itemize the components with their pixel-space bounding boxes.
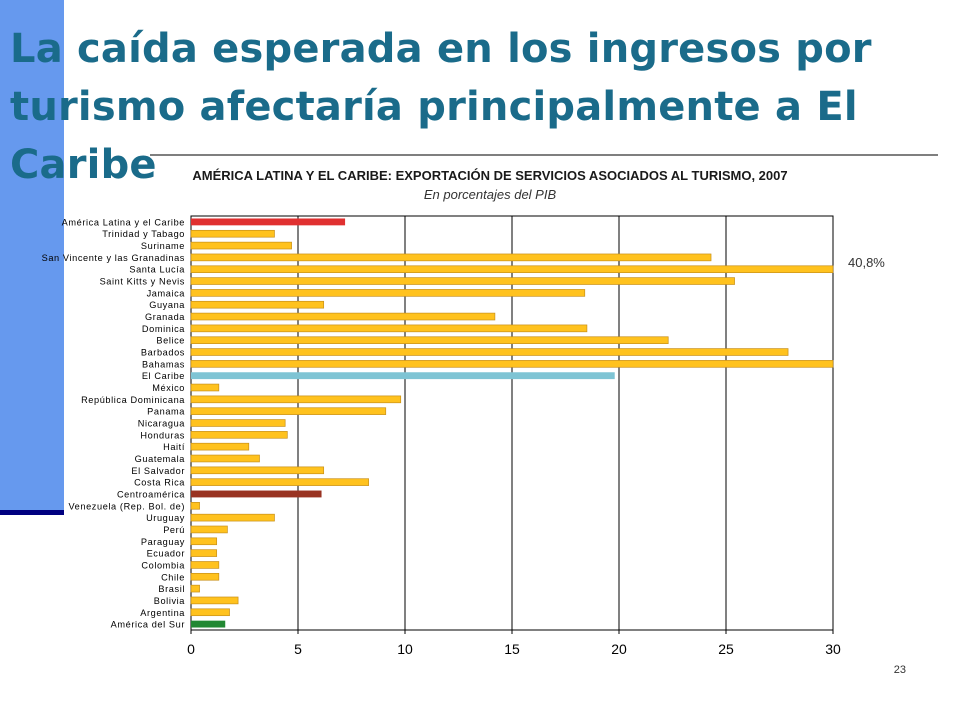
bar	[190, 383, 220, 392]
category-label: Centroamérica	[117, 489, 185, 499]
category-label: Bahamas	[142, 359, 185, 369]
bar	[190, 324, 588, 333]
category-label: Chile	[161, 572, 185, 582]
x-tick-label: 25	[718, 641, 734, 657]
x-tick-label: 15	[504, 641, 520, 657]
bar	[190, 419, 286, 427]
bar	[191, 620, 226, 628]
bar	[190, 454, 260, 463]
category-label: Guatemala	[135, 454, 186, 464]
bar	[190, 241, 292, 250]
bar	[190, 572, 220, 581]
category-label: Ecuador	[147, 549, 185, 559]
bar	[190, 395, 402, 404]
category-label: Guyana	[149, 300, 185, 310]
category-label: Brasil	[158, 584, 185, 594]
category-label: Dominica	[142, 324, 185, 334]
bar	[190, 277, 735, 285]
category-label: Nicaragua	[138, 419, 186, 429]
bar	[190, 561, 220, 569]
side-accent-bar	[0, 0, 64, 510]
value-annotation: 40,8%	[848, 255, 885, 270]
category-label: México	[152, 383, 185, 393]
bar	[190, 466, 325, 475]
category-label: Paraguay	[141, 537, 185, 547]
bar	[190, 584, 200, 593]
bar	[191, 372, 615, 380]
bar	[190, 478, 369, 486]
bar	[190, 336, 669, 344]
category-label: América del Sur	[111, 620, 185, 630]
chart-title: AMÉRICA LATINA Y EL CARIBE: EXPORTACIÓN …	[192, 168, 788, 183]
category-label: Venezuela (Rep. Bol. de)	[68, 501, 185, 511]
bar	[191, 218, 346, 226]
title-divider	[150, 154, 938, 156]
category-label: San Vincente y las Granadinas	[42, 253, 185, 263]
bar	[190, 312, 496, 321]
bar	[190, 442, 250, 451]
bar	[190, 608, 230, 617]
category-label: Haití	[163, 442, 185, 452]
category-label: Bolivia	[154, 596, 186, 606]
category-label: Belice	[156, 336, 185, 346]
category-label: Granada	[145, 312, 185, 322]
bar	[190, 289, 586, 297]
bar	[191, 490, 322, 498]
bar	[190, 537, 218, 546]
bar	[190, 300, 325, 309]
category-label: Honduras	[140, 430, 185, 440]
category-label: Barbados	[141, 348, 185, 358]
bar	[190, 513, 275, 522]
x-tick-label: 30	[825, 641, 841, 657]
bar	[190, 229, 275, 238]
category-label: América Latina y el Caribe	[62, 217, 185, 227]
bar	[190, 596, 239, 605]
bar	[190, 502, 200, 510]
category-label: Panama	[147, 407, 185, 417]
category-label: Argentina	[140, 608, 185, 618]
category-label: El Salvador	[131, 466, 185, 476]
category-label: Colombia	[141, 560, 185, 570]
category-label: Trinidad y Tabago	[102, 229, 185, 239]
x-tick-label: 20	[611, 641, 627, 657]
category-label: Santa Lucía	[129, 265, 185, 275]
page-number: 23	[893, 664, 906, 676]
category-label: Jamaica	[147, 288, 186, 298]
bar	[190, 253, 712, 262]
bar	[190, 407, 387, 415]
bar	[190, 525, 228, 534]
category-label: Suriname	[141, 241, 185, 251]
bar	[190, 348, 789, 356]
category-label: República Dominicana	[81, 395, 185, 405]
bar	[190, 431, 288, 439]
chart-subtitle: En porcentajes del PIB	[423, 187, 557, 202]
x-tick-label: 5	[294, 641, 302, 657]
side-accent-bar-base	[0, 510, 64, 515]
category-label: El Caribe	[142, 371, 185, 381]
x-tick-label: 10	[397, 641, 413, 657]
bar	[190, 549, 218, 557]
category-label: Saint Kitts y Nevis	[100, 277, 185, 287]
category-label: Perú	[163, 525, 185, 535]
bar	[190, 360, 834, 368]
category-label: Uruguay	[146, 513, 185, 523]
category-label: Costa Rica	[134, 478, 185, 488]
slide-title: La caída esperada en los ingresos por tu…	[10, 26, 872, 188]
bar	[190, 265, 834, 274]
x-tick-label: 0	[187, 641, 195, 657]
